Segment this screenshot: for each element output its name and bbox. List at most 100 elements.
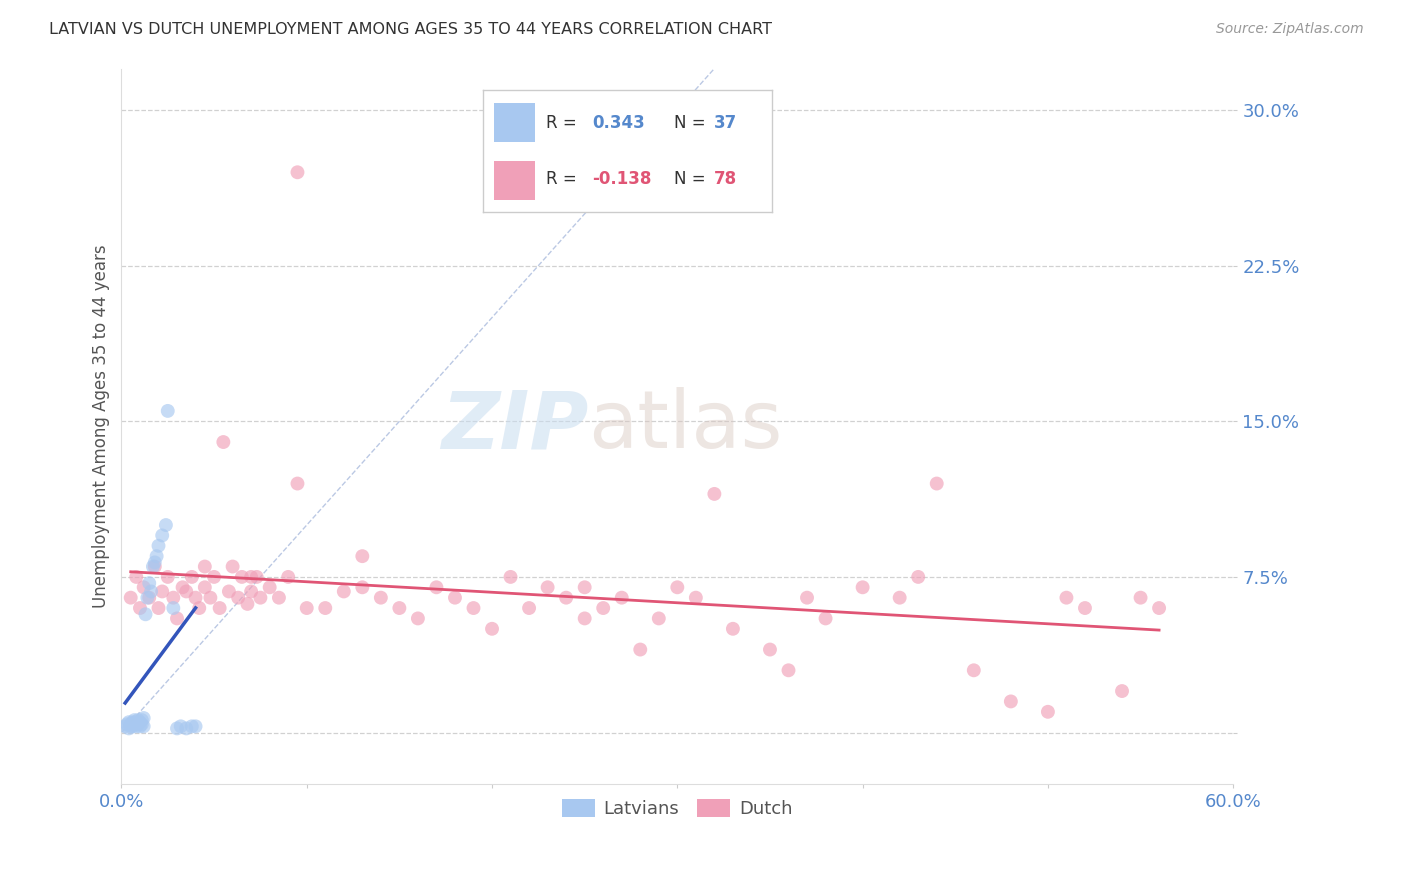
- Point: [120, 591, 142, 605]
- Point: [132, 719, 155, 733]
- Point: [221, 559, 243, 574]
- Point: [124, 713, 146, 727]
- Point: [231, 570, 253, 584]
- Point: [114, 719, 136, 733]
- Point: [121, 715, 143, 730]
- Point: [156, 570, 179, 584]
- Point: [143, 559, 166, 574]
- Point: [352, 549, 374, 564]
- Point: [1147, 601, 1170, 615]
- Point: [120, 717, 142, 731]
- Point: [174, 584, 197, 599]
- Point: [162, 601, 184, 615]
- Point: [139, 584, 162, 599]
- Point: [150, 584, 173, 599]
- Point: [574, 611, 596, 625]
- Point: [180, 719, 202, 733]
- Point: [194, 580, 217, 594]
- Point: [120, 719, 142, 733]
- Text: Source: ZipAtlas.com: Source: ZipAtlas.com: [1216, 22, 1364, 37]
- Point: [226, 591, 249, 605]
- Point: [148, 601, 170, 615]
- Point: [759, 642, 782, 657]
- Point: [463, 601, 485, 615]
- Point: [267, 591, 290, 605]
- Point: [517, 601, 540, 615]
- Point: [125, 715, 148, 730]
- Point: [963, 663, 986, 677]
- Point: [610, 591, 633, 605]
- Point: [249, 591, 271, 605]
- Point: [127, 717, 149, 731]
- Point: [172, 580, 194, 594]
- Point: [1036, 705, 1059, 719]
- Point: [135, 607, 157, 622]
- Point: [1000, 694, 1022, 708]
- Point: [194, 559, 217, 574]
- Point: [481, 622, 503, 636]
- Point: [170, 719, 193, 733]
- Point: [648, 611, 671, 625]
- Point: [333, 584, 356, 599]
- Point: [425, 580, 447, 594]
- Point: [592, 601, 614, 615]
- Y-axis label: Unemployment Among Ages 35 to 44 years: Unemployment Among Ages 35 to 44 years: [93, 244, 110, 608]
- Point: [852, 580, 875, 594]
- Point: [115, 717, 138, 731]
- Point: [1054, 591, 1077, 605]
- Point: [118, 722, 141, 736]
- Point: [925, 476, 948, 491]
- Point: [156, 404, 179, 418]
- Point: [188, 601, 211, 615]
- Point: [124, 717, 146, 731]
- Point: [148, 539, 170, 553]
- Point: [184, 719, 207, 733]
- Point: [125, 570, 148, 584]
- Point: [444, 591, 467, 605]
- Point: [138, 576, 160, 591]
- Point: [132, 580, 155, 594]
- Point: [536, 580, 558, 594]
- Point: [132, 711, 155, 725]
- Point: [202, 570, 225, 584]
- Text: LATVIAN VS DUTCH UNEMPLOYMENT AMONG AGES 35 TO 44 YEARS CORRELATION CHART: LATVIAN VS DUTCH UNEMPLOYMENT AMONG AGES…: [49, 22, 772, 37]
- Point: [814, 611, 837, 625]
- Point: [131, 717, 153, 731]
- Point: [155, 518, 177, 533]
- Point: [889, 591, 911, 605]
- Point: [1111, 684, 1133, 698]
- Point: [388, 601, 411, 615]
- Point: [778, 663, 800, 677]
- Point: [184, 591, 207, 605]
- Point: [1129, 591, 1152, 605]
- Point: [628, 642, 651, 657]
- Point: [277, 570, 299, 584]
- Point: [406, 611, 429, 625]
- Point: [180, 570, 202, 584]
- Point: [162, 591, 184, 605]
- Point: [499, 570, 522, 584]
- Point: [295, 601, 318, 615]
- Point: [166, 722, 188, 736]
- Point: [287, 165, 309, 179]
- Point: [796, 591, 818, 605]
- Text: atlas: atlas: [588, 387, 783, 466]
- Point: [174, 722, 197, 736]
- Point: [136, 591, 159, 605]
- Point: [287, 476, 309, 491]
- Point: [131, 713, 153, 727]
- Point: [666, 580, 689, 594]
- Point: [259, 580, 281, 594]
- Point: [1074, 601, 1097, 615]
- Point: [240, 584, 263, 599]
- Point: [127, 713, 149, 727]
- Point: [138, 591, 160, 605]
- Point: [166, 611, 188, 625]
- Point: [200, 591, 222, 605]
- Point: [685, 591, 707, 605]
- Point: [150, 528, 173, 542]
- Point: [145, 549, 167, 564]
- Point: [240, 570, 263, 584]
- Point: [129, 719, 152, 733]
- Text: ZIP: ZIP: [441, 387, 588, 466]
